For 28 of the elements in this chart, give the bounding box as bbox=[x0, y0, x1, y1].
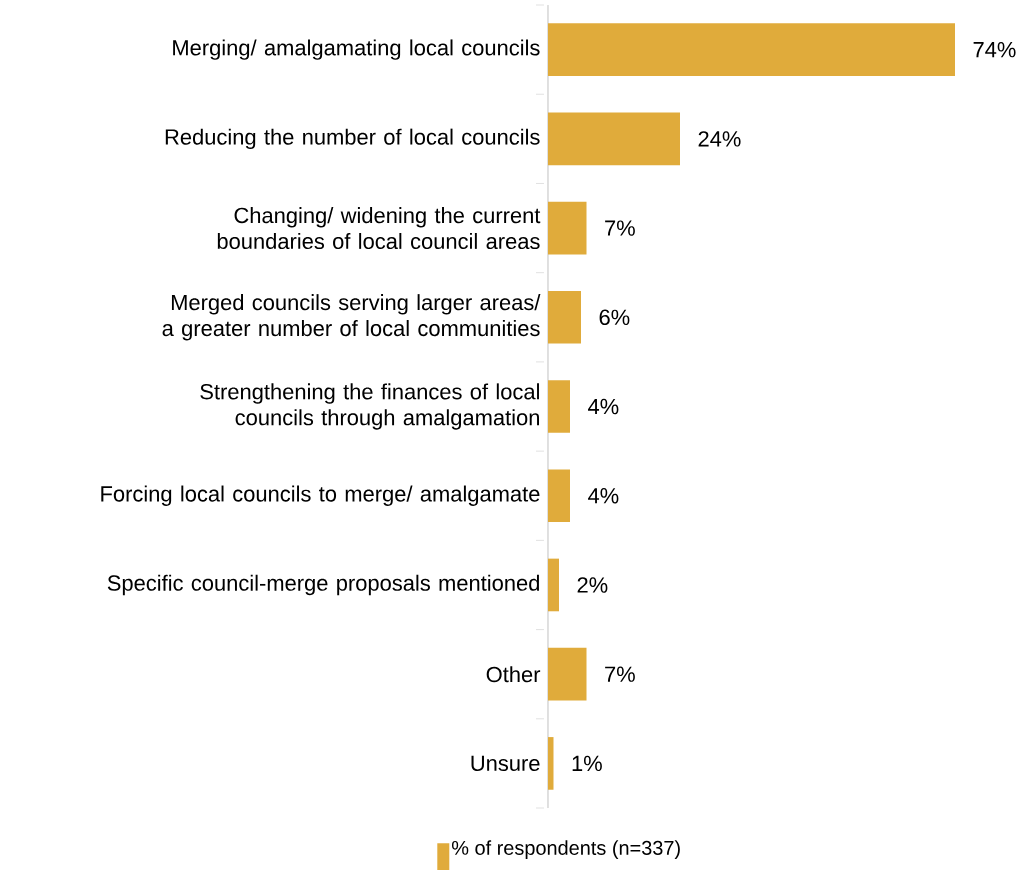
bar bbox=[548, 558, 559, 612]
y-tick-label: Changing/ widening the current boundaries of local council areas bbox=[217, 207, 541, 250]
data-label: 4% bbox=[588, 488, 619, 504]
data-label: 1% bbox=[572, 755, 602, 772]
y-tick-label: Reducing the number of local councils bbox=[165, 128, 540, 150]
bar bbox=[548, 112, 680, 166]
data-label: 24% bbox=[698, 131, 741, 147]
data-label: 6% bbox=[599, 309, 630, 326]
data-label: 74% bbox=[973, 41, 1016, 58]
bar bbox=[548, 647, 587, 701]
data-label: 2% bbox=[577, 577, 608, 593]
bar bbox=[548, 469, 570, 523]
y-tick-label: Merging/ amalgamating local councils bbox=[173, 39, 540, 60]
bar bbox=[548, 737, 554, 790]
data-label: 7% bbox=[605, 666, 635, 682]
bar bbox=[548, 290, 581, 344]
bar bbox=[548, 201, 587, 255]
data-label: 4% bbox=[588, 398, 619, 415]
text: % of respondents (n=337) bbox=[451, 840, 680, 859]
y-tick-label: Forcing local councils to merge/ amalgamate bbox=[101, 485, 540, 506]
data-label: 7% bbox=[605, 220, 635, 236]
bar bbox=[548, 23, 955, 76]
y-tick-label: Strengthening the finances of local councils through amalgamation bbox=[200, 383, 539, 430]
y-tick-label: Other bbox=[486, 666, 541, 683]
bar bbox=[548, 380, 570, 433]
y-tick-label: Unsure bbox=[471, 755, 540, 772]
y-tick-label: Merged councils serving larger areas/ a greater number of local communities bbox=[162, 294, 541, 341]
y-tick-label: Specific council-merge proposals mentioned bbox=[107, 574, 539, 596]
